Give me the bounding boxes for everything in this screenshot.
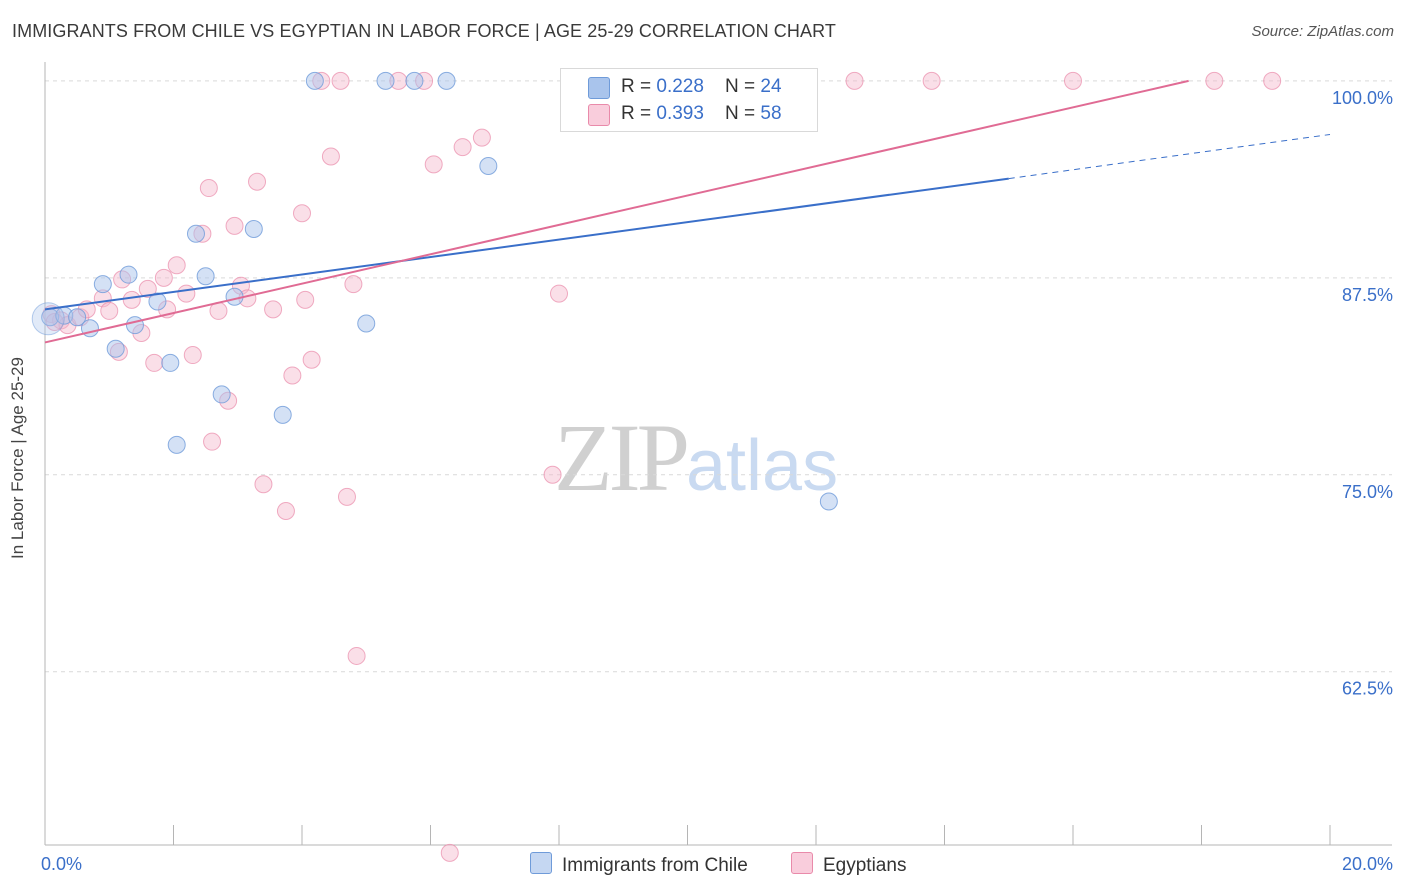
egyptians-point	[1064, 71, 1082, 90]
x-tick-label: 20.0%	[1342, 854, 1393, 874]
egyptians-point	[1263, 71, 1282, 90]
bottom-legend-label-egyptians: Egyptians	[823, 855, 907, 876]
correlation-legend: R = 0.228 N = 24 R = 0.393 N = 58	[560, 68, 818, 132]
egyptians-point	[122, 290, 141, 309]
legend-n-value: 58	[760, 103, 782, 124]
chile-point	[196, 267, 215, 286]
egyptians-point	[254, 475, 273, 494]
watermark: ZIPatlas	[554, 402, 838, 513]
chile-point	[186, 224, 205, 243]
egyptians-point	[199, 179, 218, 198]
egyptians-point	[1205, 71, 1224, 90]
egyptians-point	[302, 350, 321, 369]
legend-n-label: N =	[725, 76, 761, 97]
legend-n-label: N =	[725, 103, 761, 124]
y-tick-label: 100.0%	[1332, 88, 1393, 108]
egyptians-point	[296, 290, 315, 309]
y-tick-label: 75.0%	[1342, 482, 1393, 502]
chile-point	[148, 292, 167, 311]
egyptians-point	[543, 465, 562, 484]
chile-point	[106, 339, 125, 358]
bottom-legend-swatch-egyptians	[791, 852, 813, 874]
chile-point	[305, 71, 324, 90]
egyptians-point	[183, 346, 202, 365]
chile-point	[167, 435, 186, 454]
egyptians-point	[100, 301, 119, 320]
watermark-zip: ZIP	[554, 404, 690, 511]
source-credit: Source: ZipAtlas.com	[1251, 23, 1394, 40]
chile-trend-line	[44, 177, 1009, 311]
egyptians-point	[337, 487, 356, 506]
egyptians-point	[283, 366, 302, 385]
egyptians-point	[225, 216, 244, 235]
chile-point	[437, 71, 456, 90]
egyptians-point	[138, 279, 157, 298]
chile-point	[244, 219, 263, 238]
bottom-legend-egyptians: Egyptians	[791, 852, 906, 877]
egyptians-point	[154, 268, 173, 287]
chile-point	[212, 385, 231, 404]
bottom-legend-label-chile: Immigrants from Chile	[562, 855, 748, 876]
chile-point	[479, 156, 498, 175]
egyptians-point	[472, 128, 491, 147]
egyptians-trend-line	[44, 79, 1189, 344]
x-tick-label: 0.0%	[41, 854, 82, 874]
egyptians-point	[321, 147, 340, 166]
chile-point	[125, 316, 144, 335]
legend-r-value: 0.228	[656, 76, 704, 97]
bottom-legend-swatch-chile	[530, 852, 552, 874]
egyptians-point	[845, 71, 864, 90]
egyptians-point	[264, 300, 283, 319]
egyptians-point	[203, 432, 222, 451]
egyptians-point	[145, 353, 164, 372]
y-tick-label: 62.5%	[1342, 679, 1393, 699]
chile-point	[93, 275, 112, 294]
y-tick-label: 87.5%	[1342, 285, 1393, 305]
egyptians-point	[177, 284, 196, 303]
egyptians-point	[276, 502, 295, 521]
legend-r-value: 0.393	[656, 103, 704, 124]
egyptians-point	[248, 172, 267, 191]
chile-point	[819, 492, 838, 511]
egyptians-point	[293, 204, 311, 223]
chile-point	[119, 265, 138, 284]
egyptians-point	[167, 256, 186, 275]
egyptians-point	[331, 71, 350, 90]
egyptians-point	[453, 138, 472, 157]
legend-swatch-egyptians	[588, 104, 610, 126]
legend-swatch-chile	[588, 77, 610, 99]
chart-title: IMMIGRANTS FROM CHILE VS EGYPTIAN IN LAB…	[12, 21, 836, 41]
bottom-legend-chile: Immigrants from Chile	[530, 852, 748, 877]
legend-n-value: 24	[760, 76, 782, 97]
egyptians-point	[440, 843, 459, 862]
chile-point	[161, 353, 180, 372]
chile-point	[376, 71, 395, 90]
chile-cluster-point	[31, 302, 65, 336]
legend-r-label: R =	[621, 76, 657, 97]
chile-point	[357, 314, 376, 333]
egyptians-point	[424, 155, 443, 174]
egyptians-point	[922, 71, 941, 90]
legend-r-label: R =	[621, 103, 657, 124]
egyptians-point	[347, 646, 366, 665]
egyptians-point	[344, 275, 363, 294]
chile-point	[273, 405, 292, 424]
chile-point	[68, 308, 87, 327]
watermark-atlas: atlas	[686, 426, 839, 506]
egyptians-point	[550, 284, 568, 303]
chile-point	[405, 71, 424, 90]
chile-trend-extension	[1008, 133, 1331, 180]
